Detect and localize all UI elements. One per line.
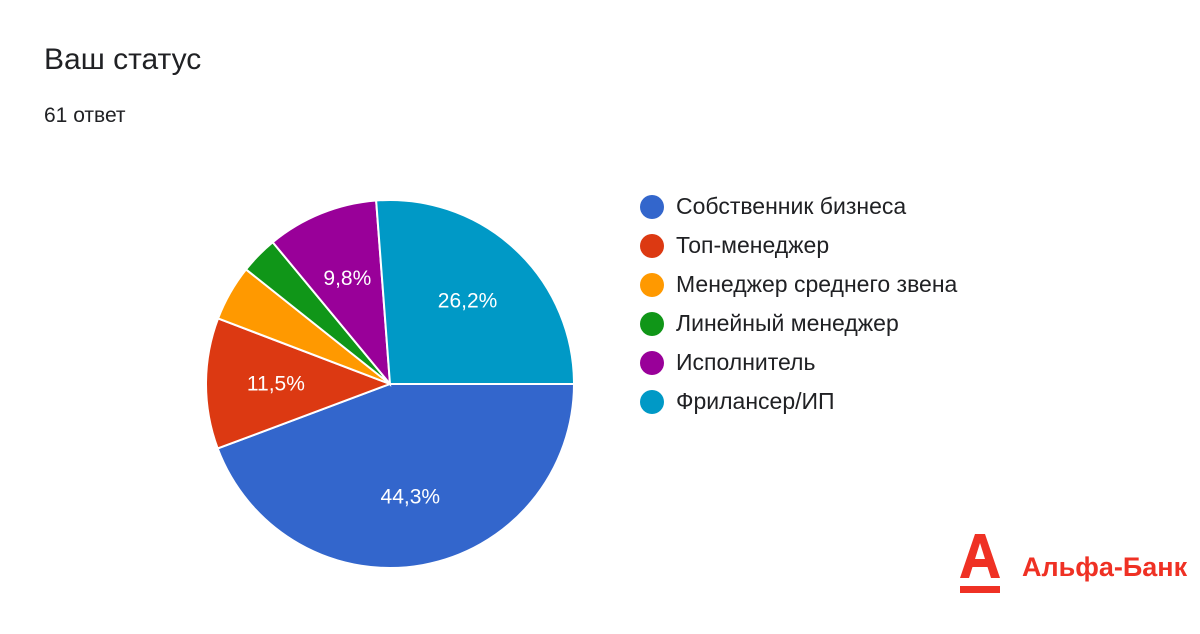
pie-slice-4 <box>271 199 392 388</box>
legend-label: Топ-менеджер <box>676 232 830 258</box>
legend: Собственник бизнеса Топ-менеджер Менеджер … <box>640 187 957 421</box>
legend-item: Менеджер среднего звена <box>640 265 957 304</box>
chart-title: Ваш статус <box>44 43 202 76</box>
pie-slice-label-4: 9,8% <box>323 267 371 290</box>
legend-swatch-icon <box>640 233 664 258</box>
legend-label: Менеджер среднего звена <box>676 271 958 297</box>
legend-swatch-icon <box>640 389 664 414</box>
alfa-bank-wordmark: Альфа-Банк <box>1022 551 1188 582</box>
legend-swatch-icon <box>640 272 664 297</box>
legend-item: Собственник бизнеса <box>640 187 957 226</box>
response-count: 61 ответ <box>44 104 126 127</box>
legend-swatch-icon <box>640 194 664 219</box>
pie-slice-label-1: 11,5% <box>247 373 305 396</box>
legend-label: Исполнитель <box>676 349 816 375</box>
pie-slice-0 <box>216 383 576 569</box>
pie-slice-1 <box>205 317 393 450</box>
legend-item: Линейный менеджер <box>640 304 957 343</box>
legend-label: Фрилансер/ИП <box>676 388 835 414</box>
legend-label: Линейный менеджер <box>676 310 899 336</box>
legend-label: Собственник бизнеса <box>676 193 907 219</box>
legend-swatch-icon <box>640 311 664 336</box>
legend-item: Топ-менеджер <box>640 226 957 265</box>
legend-item: Фрилансер/ИП <box>640 382 957 421</box>
pie-slice-label-0: 44,3% <box>381 485 441 508</box>
pie-slice-label-5: 26,2% <box>438 289 498 312</box>
legend-item: Исполнитель <box>640 343 957 382</box>
pie-slice-5 <box>375 199 576 385</box>
alfa-a-icon <box>960 534 1000 593</box>
legend-swatch-icon <box>640 350 664 375</box>
alfa-bank-logo: Альфа-Банк <box>958 530 1187 598</box>
